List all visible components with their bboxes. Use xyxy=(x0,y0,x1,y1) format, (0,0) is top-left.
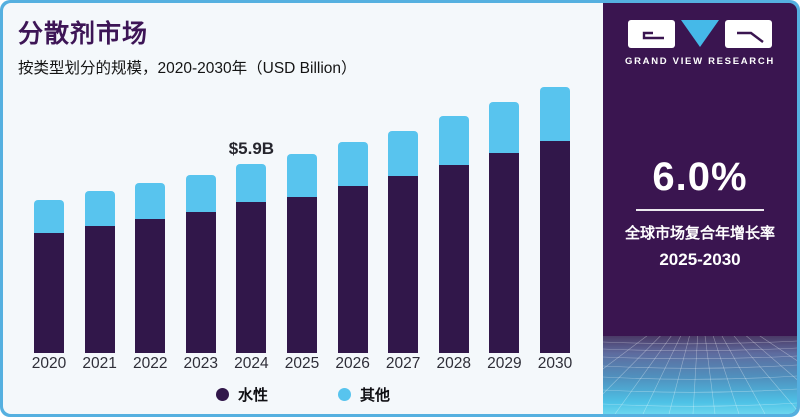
bar-2020 xyxy=(34,200,64,353)
x-label-2022: 2022 xyxy=(132,355,168,372)
cagr-divider xyxy=(635,209,764,211)
chart-subtitle: 按类型划分的规模，2020-2030年（USD Billion） xyxy=(18,60,357,77)
gvr-logo: GRAND VIEW RESEARCH xyxy=(625,20,775,67)
legend-label: 水性 xyxy=(237,387,268,404)
bar-segment-other-2030 xyxy=(539,87,570,141)
bar-2025 xyxy=(286,154,317,353)
x-label-2023: 2023 xyxy=(183,355,219,372)
legend-item-水性: 水性 xyxy=(215,384,268,405)
legend-label: 其他 xyxy=(360,387,391,404)
bar-segment-water-2027 xyxy=(388,176,419,353)
bar-2021 xyxy=(84,191,115,353)
bar-2030 xyxy=(539,87,570,353)
x-label-2020: 2020 xyxy=(31,355,67,372)
bar-segment-water-2029 xyxy=(489,153,520,353)
mesh-pattern xyxy=(603,336,797,414)
bar-segment-other-2022 xyxy=(135,183,166,219)
x-label-2028: 2028 xyxy=(436,355,471,372)
bar-2027 xyxy=(388,131,419,353)
x-label-2024: 2024 xyxy=(234,355,269,372)
bar-segment-water-2020 xyxy=(34,233,64,353)
bar-2022 xyxy=(135,183,166,353)
x-label-2027: 2027 xyxy=(385,355,421,372)
legend-item-其他: 其他 xyxy=(338,384,390,405)
cagr-period: 2025-2030 xyxy=(659,250,741,269)
cagr-value: 6.0% xyxy=(652,155,748,199)
sidebar-panel: GRAND VIEW RESEARCH 6.0% 全球市场复合年增长率 2025… xyxy=(603,3,797,414)
bar-2026 xyxy=(337,142,368,353)
bar-segment-water-2026 xyxy=(337,186,368,353)
bar-segment-other-2025 xyxy=(286,154,317,197)
x-label-2029: 2029 xyxy=(487,355,522,372)
bar-segment-other-2026 xyxy=(337,142,368,186)
x-label-2025: 2025 xyxy=(284,355,320,372)
chart-panel: 分散剂市场 按类型划分的规模，2020-2030年（USD Billion） $… xyxy=(3,3,603,414)
brand-name: GRAND VIEW RESEARCH xyxy=(624,56,775,67)
bar-value-annotation: $5.9B xyxy=(228,139,275,158)
logo-g-icon xyxy=(627,20,675,48)
bar-segment-other-2027 xyxy=(388,131,419,176)
bars-row: $5.9B xyxy=(3,81,603,353)
legend-dot-icon xyxy=(215,388,229,401)
bar-segment-water-2023 xyxy=(185,212,216,353)
bar-2023 xyxy=(185,175,216,353)
logo-r-icon xyxy=(724,20,772,48)
bar-segment-other-2023 xyxy=(185,175,216,212)
x-label-2026: 2026 xyxy=(335,355,370,372)
bar-2024: $5.9B xyxy=(229,139,274,353)
bar-segment-other-2029 xyxy=(489,102,520,153)
bar-segment-other-2021 xyxy=(84,191,115,226)
bar-2028 xyxy=(438,116,469,353)
bar-segment-other-2024 xyxy=(236,164,267,202)
bar-segment-water-2028 xyxy=(438,165,469,353)
chart-title: 分散剂市场 xyxy=(18,20,149,48)
chart-header: 分散剂市场 按类型划分的规模，2020-2030年（USD Billion） xyxy=(3,3,603,78)
bar-segment-water-2024 xyxy=(236,202,267,353)
bar-segment-water-2025 xyxy=(286,197,317,353)
cagr-label: 全球市场复合年增长率 xyxy=(624,225,775,242)
bar-2029 xyxy=(489,102,520,353)
chart-legend: 水性 其他 xyxy=(3,384,603,405)
gvr-logo-marks xyxy=(627,20,772,48)
bar-segment-water-2022 xyxy=(135,219,166,353)
bar-segment-other-2020 xyxy=(34,200,64,233)
legend-dot-icon xyxy=(338,388,351,401)
logo-v-icon xyxy=(680,20,719,47)
cagr-block: 6.0% 全球市场复合年增长率 2025-2030 xyxy=(625,155,775,270)
x-label-2030: 2030 xyxy=(537,355,573,372)
x-label-2021: 2021 xyxy=(82,355,117,372)
bar-segment-water-2021 xyxy=(84,226,115,353)
bar-segment-water-2030 xyxy=(539,141,570,353)
x-axis-labels: 2020 2021 2022 2023 2024 2025 2026 2027 2028 2029… xyxy=(3,355,603,373)
bar-segment-other-2028 xyxy=(438,116,469,165)
